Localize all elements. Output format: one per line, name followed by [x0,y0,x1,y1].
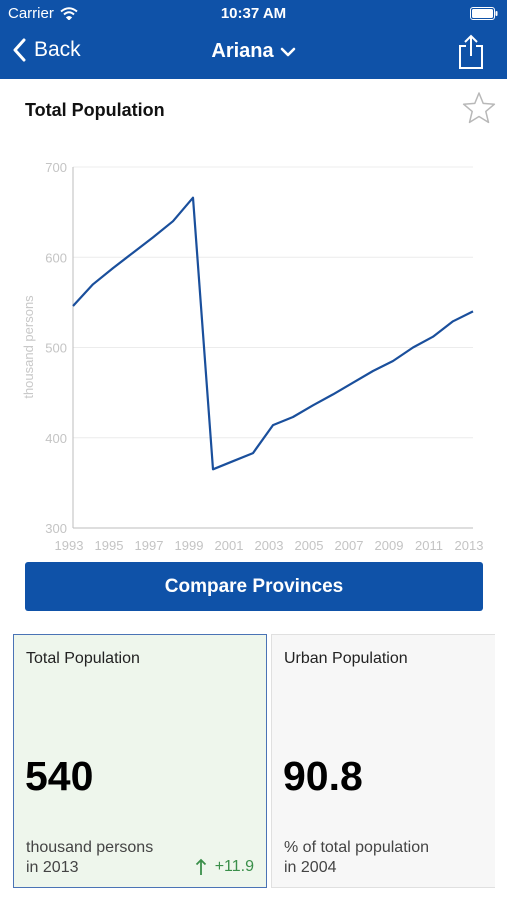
card-year: in 2013 [26,859,79,876]
clock: 10:37 AM [220,5,287,22]
card-unit-text: thousand persons [26,839,154,856]
series-line [72,196,474,471]
card-unit: thousand persons in 2013 [26,838,153,878]
battery-icon [470,7,498,20]
compare-provinces-button[interactable]: Compare Provinces [25,562,483,611]
urban-population-card[interactable]: Urban Population 90.8 % of total populat… [271,634,495,888]
province-selector: Ariana [0,40,507,63]
card-value: 540 [25,753,94,799]
change-value: +11.9 [214,858,254,875]
card-unit-text: % of total population [284,839,429,856]
carrier-label: Carrier [8,5,54,22]
x-tick-label: 1997 [135,538,164,553]
wifi-icon [60,7,78,20]
x-tick-label: 2001 [215,538,244,553]
x-tick-label: 2003 [255,538,284,553]
x-tick-label: 1993 [55,538,84,553]
card-unit: % of total population in 2004 [284,838,429,878]
x-tick-label: 2005 [295,538,324,553]
x-tick-label: 1995 [95,538,124,553]
chart-series [72,196,474,471]
y-tick-label: 300 [45,521,67,536]
chart-axes: 300 400 500 600 700 1993 1995 1997 1999 2001 2003 2… [45,160,483,553]
total-population-card[interactable]: Total Population 540 thousand persons in… [13,634,267,888]
carrier-indicator: Carrier [8,5,78,22]
y-tick-label: 400 [45,431,67,446]
x-tick-label: 2011 [415,538,443,553]
navigation-bar: Back Ariana [0,28,507,79]
card-year: in 2004 [284,859,337,876]
y-tick-label: 500 [45,341,67,356]
card-label: Urban Population [284,650,408,667]
card-value: 90.8 [283,753,363,799]
change-indicator: +11.9 [195,858,254,876]
chevron-left-icon [13,38,26,62]
x-tick-label: 1999 [175,538,204,553]
province-dropdown[interactable]: Ariana [211,40,295,63]
favorite-star-icon[interactable] [462,91,496,125]
chevron-down-icon [280,47,295,56]
x-tick-label: 2013 [455,538,484,553]
x-tick-label: 2007 [335,538,364,553]
y-tick-label: 700 [45,160,67,175]
back-label: Back [34,38,81,61]
back-button[interactable]: Back [12,38,81,62]
y-tick-label: 600 [45,250,67,265]
page-title: Ariana [211,40,274,62]
card-label: Total Population [26,650,140,667]
y-axis-label: thousand persons [21,295,36,399]
x-tick-label: 2009 [375,538,404,553]
chart-title: Total Population [25,100,165,120]
status-bar: Carrier 10:37 AM [0,0,507,28]
share-icon[interactable] [457,34,485,70]
arrow-up-icon [195,858,206,875]
population-line-chart: 300 400 500 600 700 1993 1995 1997 1999 2001 2003 2… [21,160,483,553]
